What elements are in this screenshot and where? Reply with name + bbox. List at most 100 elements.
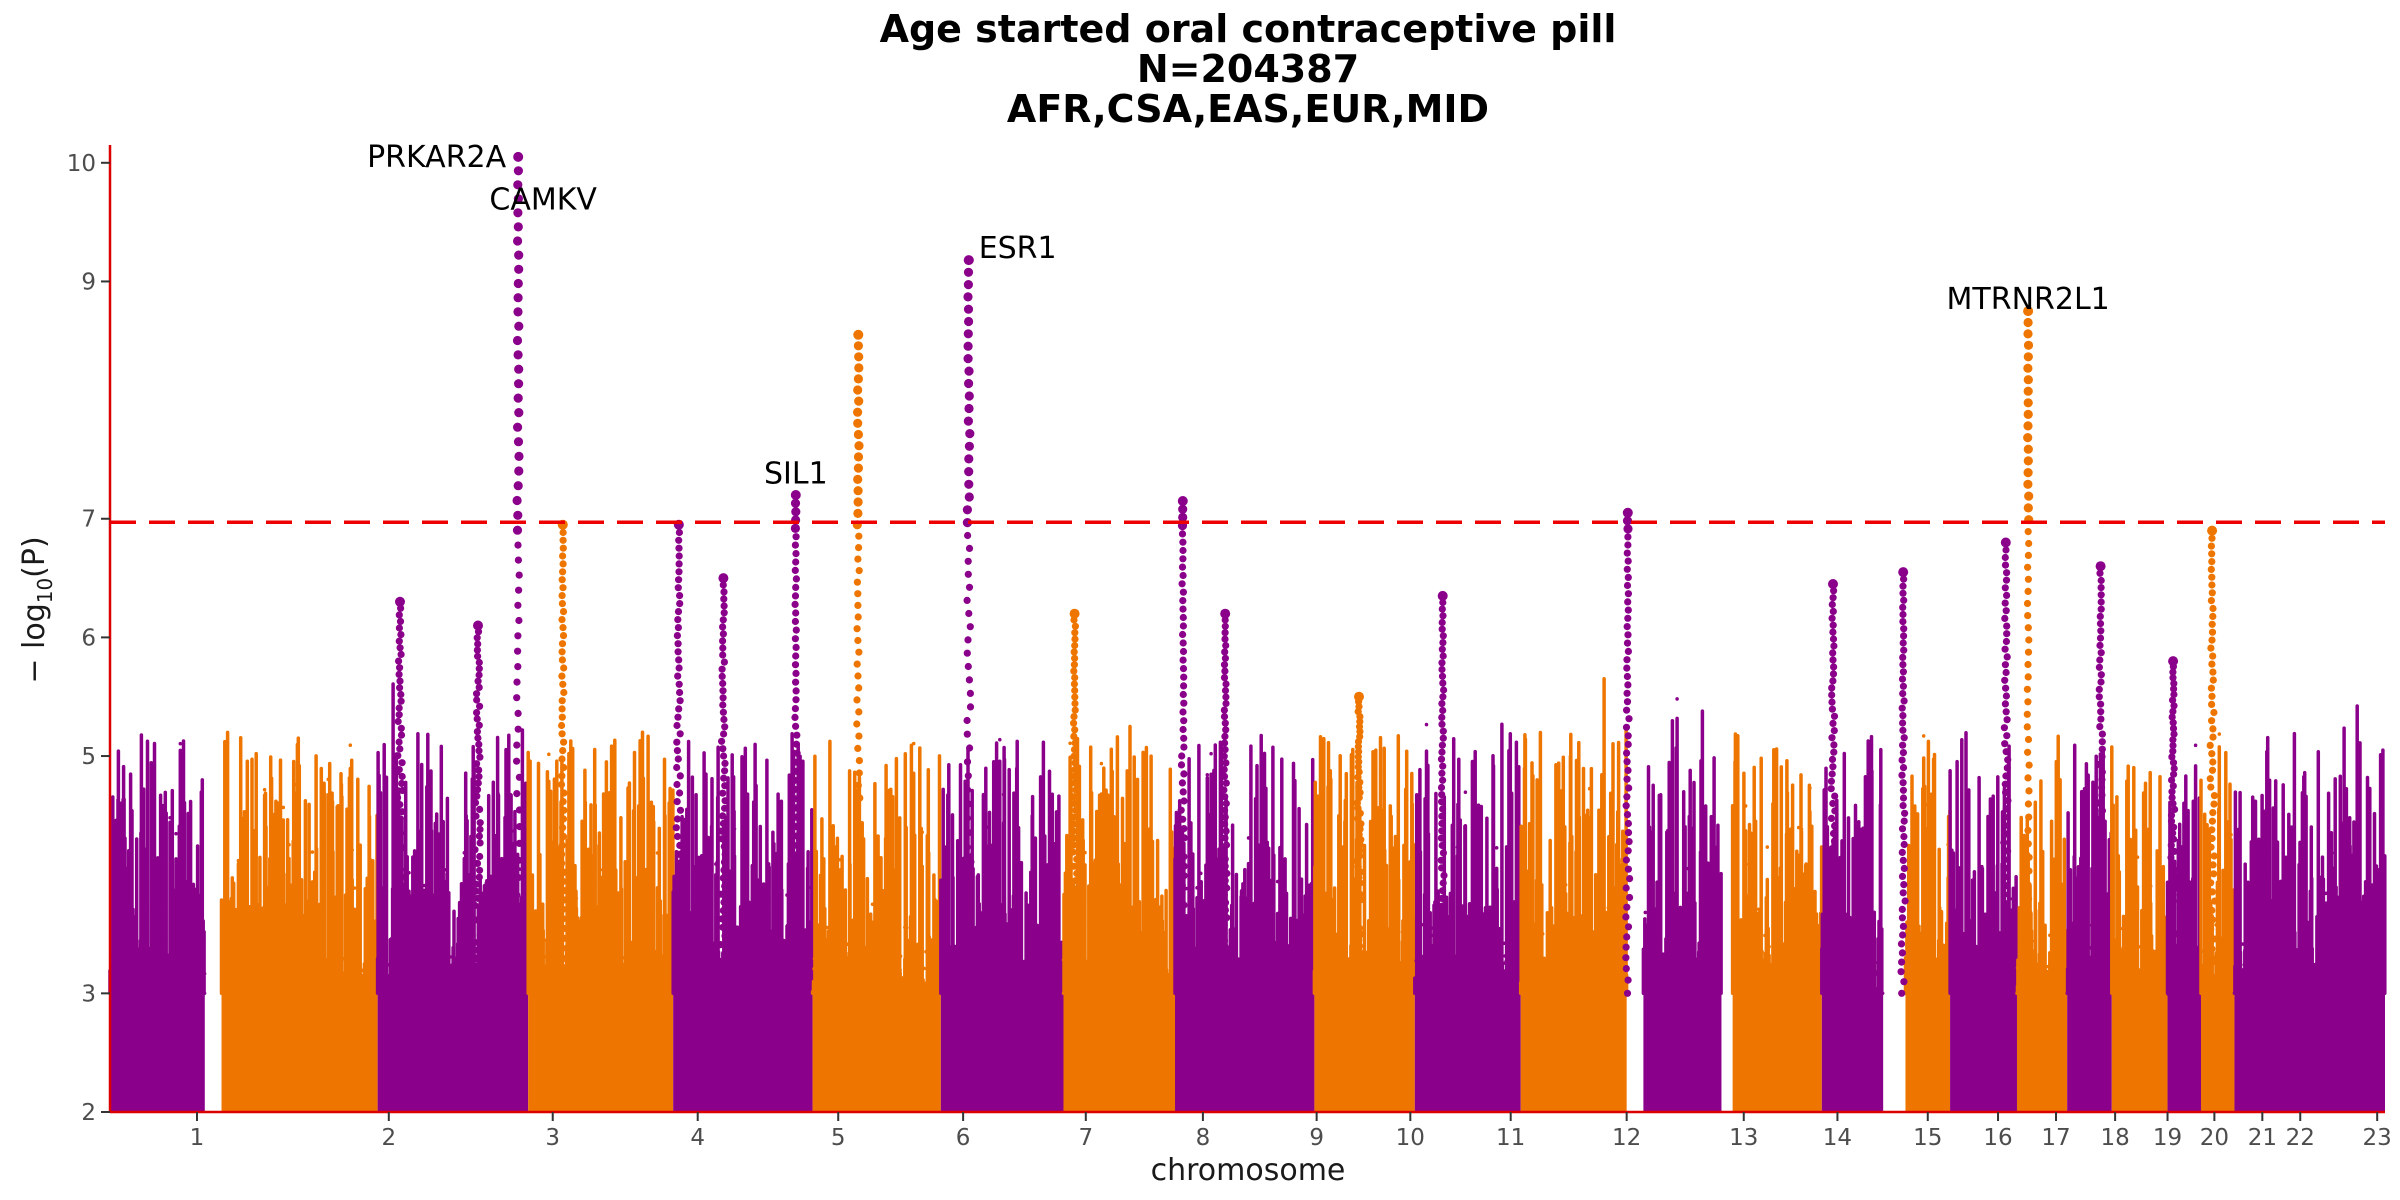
peak-8-point — [2025, 853, 2033, 861]
peak-13-point — [1069, 884, 1077, 892]
peak-1-point — [515, 586, 523, 594]
peak-21 — [2206, 525, 2219, 997]
peak-11-point — [673, 832, 682, 841]
peak-14-point — [1222, 699, 1230, 708]
peak-19-point — [2003, 716, 2011, 724]
peak-1-point — [513, 194, 524, 204]
peak-8-point — [2024, 648, 2033, 656]
gene-label-mtrnr2l1: MTRNR2L1 — [1947, 282, 2110, 317]
peak-10-point — [475, 740, 483, 749]
peak-13-point — [1071, 759, 1079, 767]
peak-11-point — [675, 560, 683, 568]
peak-18-point — [1899, 922, 1907, 931]
peak-5-point — [963, 292, 973, 302]
peak-10-point — [476, 852, 484, 861]
x-tick-label: 15 — [1913, 1125, 1942, 1151]
peak-6-point — [1180, 699, 1188, 707]
peak-6-point — [1180, 770, 1188, 778]
peak-5-point — [963, 730, 971, 738]
peak-14-point — [1221, 635, 1229, 643]
peak-3-point — [791, 785, 799, 794]
chromosome-10-scatter — [1312, 734, 1417, 996]
peak-6-point — [1180, 797, 1188, 805]
peak-6-point — [1178, 512, 1188, 523]
peak-7-point — [1623, 811, 1632, 819]
peak-10-point — [475, 832, 483, 840]
peak-7-point — [1623, 698, 1632, 706]
peak-12-point — [719, 644, 727, 652]
peak-4-point — [853, 452, 864, 462]
peak-21-point — [2208, 826, 2216, 834]
peak-12-lead-snp — [718, 573, 729, 584]
peak-20-point — [2097, 584, 2105, 592]
peak-16-point — [1439, 639, 1447, 647]
peak-8-point — [2025, 970, 2033, 979]
peak-3-point — [792, 823, 800, 831]
peak-7-point — [1622, 913, 1630, 921]
peak-6-point — [1179, 964, 1188, 972]
peak-19 — [1999, 537, 2013, 997]
peak-12-point — [720, 715, 728, 724]
peak-5-point — [962, 505, 973, 515]
peak-1-point — [514, 874, 523, 882]
peak-9-point — [395, 611, 403, 619]
chromosome-12-dense-band — [1520, 993, 1627, 1112]
peak-21-point — [2208, 660, 2216, 668]
chromosome-7-points — [939, 737, 1065, 1112]
peak-3-point — [790, 931, 798, 939]
peak-5-point — [966, 703, 975, 711]
peak-1-point — [514, 379, 524, 389]
peak-5-point — [963, 354, 973, 364]
peak-4-point — [855, 769, 863, 777]
peak-14-point — [1221, 813, 1229, 821]
peak-1-point — [515, 571, 523, 579]
peak-19-point — [2001, 740, 2009, 748]
peak-11-point — [673, 780, 681, 789]
peak-7-lead-snp — [1622, 507, 1633, 518]
peak-8-point — [2023, 329, 2033, 339]
peak-13-point — [1071, 877, 1079, 885]
peak-6-point — [1181, 989, 1189, 997]
peak-6-point — [1179, 546, 1187, 555]
peak-10-point — [474, 677, 482, 685]
peak-5-point — [963, 596, 971, 605]
peak-12-point — [721, 767, 729, 775]
peak-15-point — [1356, 852, 1364, 860]
peak-18-point — [1899, 856, 1907, 865]
peak-19-point — [2003, 764, 2011, 772]
peak-17-point — [1830, 712, 1839, 720]
peak-10-point — [474, 894, 482, 902]
chromosome-4-points — [526, 730, 675, 1112]
y-axis-title-sub: 10 — [33, 578, 57, 603]
peak-3-point — [792, 643, 800, 652]
peak-11-point — [673, 738, 681, 746]
peak-11-point — [675, 544, 683, 552]
peak-15-point — [1354, 743, 1362, 751]
peak-6-point — [1180, 872, 1188, 880]
chromosome-2-points — [219, 730, 380, 1112]
peak-20-point — [2096, 723, 2104, 731]
peak-1-point — [515, 806, 524, 814]
peak-20 — [2094, 561, 2108, 997]
peak-13-point — [1069, 827, 1077, 835]
peak-21-point — [2207, 565, 2215, 574]
peak-18-point — [1900, 575, 1908, 583]
peak-18-point — [1898, 825, 1907, 833]
peak-14-point — [1220, 929, 1228, 937]
peak-19-point — [2004, 946, 2013, 954]
chromosome-4-dense-band — [528, 993, 674, 1112]
peak-18-point — [1899, 779, 1907, 787]
peak-16 — [1437, 590, 1448, 997]
peak-1-point — [513, 236, 523, 246]
peak-14-point — [1221, 899, 1230, 907]
peak-18-point — [1899, 786, 1907, 794]
peak-3-point — [791, 861, 799, 869]
peak-17 — [1827, 579, 1840, 997]
peak-1-point — [514, 451, 524, 461]
peak-5-point — [965, 544, 974, 553]
peak-11-point — [676, 600, 684, 608]
peak-18-point — [1898, 756, 1906, 764]
peak-20-point — [2098, 753, 2106, 761]
peak-2-point — [560, 789, 568, 797]
peak-1-point — [512, 946, 520, 954]
